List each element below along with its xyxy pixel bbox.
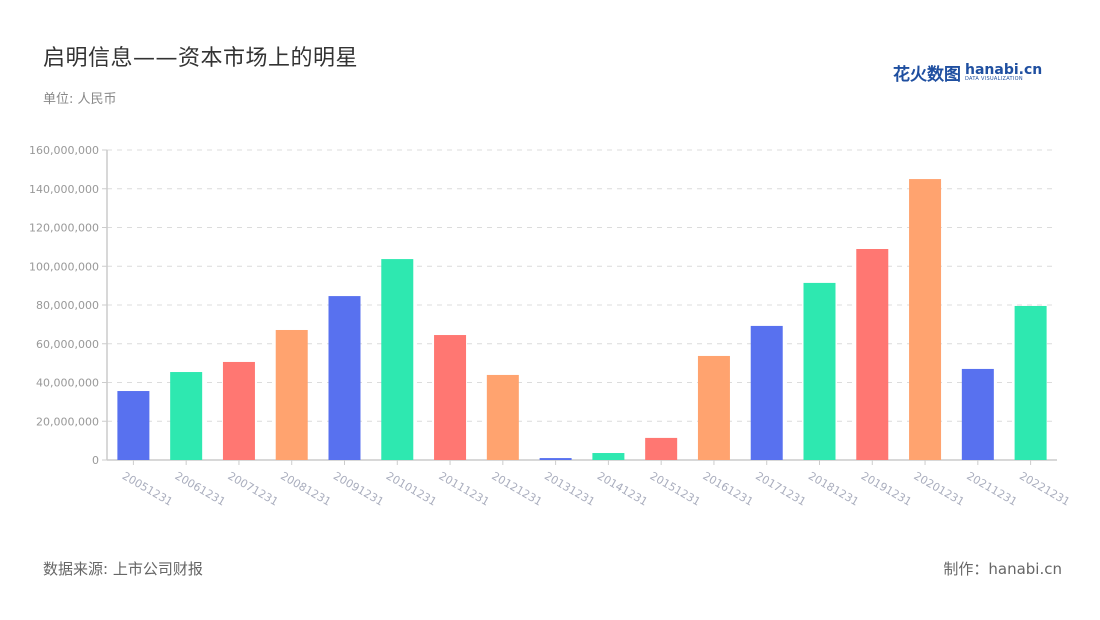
bar	[1014, 305, 1047, 460]
y-tick-label: 160,000,000	[29, 144, 99, 157]
bar	[275, 329, 308, 460]
brand-logo: 花火数图 hanabi.cn DATA VISUALIZATION	[893, 60, 1042, 85]
bar	[697, 355, 730, 460]
y-tick-label: 0	[92, 454, 99, 467]
x-tick-label: 20111231	[437, 469, 492, 508]
x-tick-label: 20171231	[753, 469, 808, 508]
bar	[381, 259, 414, 460]
x-tick-label: 20201231	[912, 469, 967, 508]
x-tick-label: 20211231	[964, 469, 1019, 508]
x-tick-label: 20221231	[1017, 469, 1072, 508]
x-tick-label: 20151231	[648, 469, 703, 508]
bar	[803, 282, 836, 460]
x-tick-label: 20101231	[384, 469, 439, 508]
bar	[486, 374, 519, 460]
bar	[645, 437, 678, 460]
x-tick-label: 20121231	[489, 469, 544, 508]
bar	[117, 391, 150, 460]
y-tick-label: 120,000,000	[29, 222, 99, 235]
x-tick-label: 20131231	[542, 469, 597, 508]
bar	[750, 325, 783, 460]
y-tick-label: 20,000,000	[36, 415, 99, 428]
logo-cn-text: 花火数图	[893, 65, 961, 85]
y-tick-label: 80,000,000	[36, 299, 99, 312]
x-tick-label: 20141231	[595, 469, 650, 508]
x-tick-label: 20161231	[700, 469, 755, 508]
x-tick-label: 20191231	[859, 469, 914, 508]
chart-title: 启明信息——资本市场上的明星	[43, 46, 359, 71]
y-tick-label: 100,000,000	[29, 260, 99, 273]
bar	[856, 249, 889, 460]
bar	[328, 296, 361, 460]
logo-tagline: DATA VISUALIZATION	[965, 76, 1023, 82]
x-tick-label: 20081231	[278, 469, 333, 508]
y-tick-label: 40,000,000	[36, 377, 99, 390]
bar	[170, 372, 203, 460]
bar	[434, 335, 467, 460]
bar	[539, 458, 572, 460]
x-tick-label: 20181231	[806, 469, 861, 508]
y-tick-label: 60,000,000	[36, 338, 99, 351]
bar	[222, 361, 255, 460]
x-tick-label: 20061231	[173, 469, 228, 508]
x-tick-label: 20071231	[225, 469, 280, 508]
logo-en: hanabi.cn DATA VISUALIZATION	[965, 63, 1042, 82]
x-tick-label: 20091231	[331, 469, 386, 508]
data-source: 数据来源: 上市公司财报	[43, 560, 203, 578]
credit: 制作：hanabi.cn	[943, 560, 1062, 578]
bar	[909, 179, 942, 460]
bar	[592, 453, 625, 460]
bar	[961, 368, 994, 460]
logo-en-text: hanabi.cn	[965, 62, 1043, 78]
y-tick-label: 140,000,000	[29, 183, 99, 196]
x-tick-label: 20051231	[120, 469, 175, 508]
unit-label: 单位: 人民币	[43, 92, 117, 107]
